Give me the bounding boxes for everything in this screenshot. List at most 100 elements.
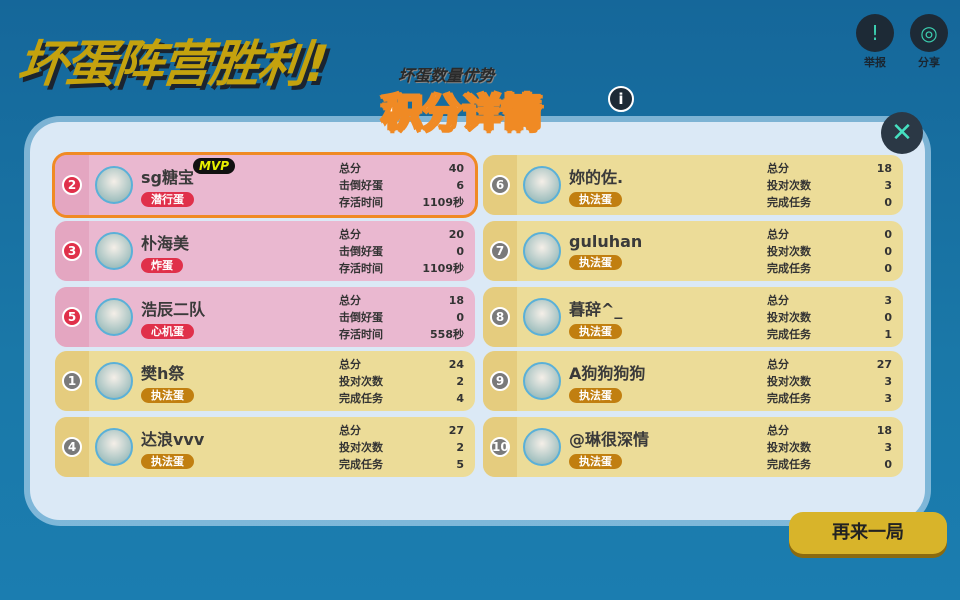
role-badge: 执法蛋	[569, 191, 622, 207]
stat-value: 20	[448, 227, 464, 241]
result-subtitle: 坏蛋数量优势	[398, 66, 495, 85]
avatar[interactable]	[523, 298, 561, 336]
stat-label: 总分	[339, 161, 361, 175]
share-label: 分享	[918, 56, 940, 69]
report-button[interactable]: ! 举报	[855, 14, 895, 70]
avatar[interactable]	[523, 362, 561, 400]
stat-label: 投对次数	[767, 178, 811, 192]
rank-badge: 2	[62, 175, 82, 195]
stats: 总分 18 击倒好蛋 0 存活时间 558秒	[339, 292, 464, 343]
player-row[interactable]: 10 @琳很深情 执法蛋 总分 18 投对次数 3 完成任务 0	[483, 417, 903, 477]
player-name: 朴海美	[141, 233, 190, 253]
mvp-badge: MVP	[193, 157, 236, 174]
stat-value: 3	[884, 293, 892, 307]
avatar[interactable]	[95, 362, 133, 400]
stat-row: 存活时间 1109秒	[339, 260, 464, 277]
stat-value: 0	[884, 457, 892, 471]
avatar[interactable]	[95, 232, 133, 270]
role-badge: 炸蛋	[141, 257, 183, 273]
stat-label: 完成任务	[767, 327, 811, 341]
role-badge: 执法蛋	[141, 453, 194, 469]
stat-row: 总分 18	[767, 422, 892, 439]
stat-row: 总分 27	[339, 422, 464, 439]
stat-value: 3	[884, 178, 892, 192]
result-title: 坏蛋阵营胜利!	[14, 35, 330, 93]
camera-icon: ◎	[910, 14, 948, 52]
stats: 总分 0 投对次数 0 完成任务 0	[767, 226, 892, 277]
stats: 总分 40 击倒好蛋 6 存活时间 1109秒	[339, 160, 464, 211]
avatar[interactable]	[95, 166, 133, 204]
stat-label: 完成任务	[339, 457, 383, 471]
avatar[interactable]	[95, 298, 133, 336]
stat-row: 投对次数 2	[339, 439, 464, 456]
rank-badge: 8	[490, 307, 510, 327]
player-row[interactable]: 1 樊h祭 执法蛋 总分 24 投对次数 2 完成任务 4	[55, 351, 475, 411]
stat-value: 6	[456, 178, 464, 192]
role-badge: 执法蛋	[569, 255, 622, 270]
rank-badge: 3	[62, 241, 82, 261]
stat-label: 总分	[339, 293, 361, 307]
player-row[interactable]: 9 A狗狗狗狗 执法蛋 总分 27 投对次数 3 完成任务 3	[483, 351, 903, 411]
stat-row: 总分 18	[339, 292, 464, 309]
stat-label: 击倒好蛋	[339, 178, 383, 192]
player-row[interactable]: 4 达浪vvv 执法蛋 总分 27 投对次数 2 完成任务 5	[55, 417, 475, 477]
player-row[interactable]: 8 暮辞^_ 执法蛋 总分 3 投对次数 0 完成任务 1	[483, 287, 903, 347]
player-row[interactable]: 5 浩辰二队 心机蛋 总分 18 击倒好蛋 0 存活时间 558秒	[55, 287, 475, 347]
stat-label: 总分	[339, 357, 361, 371]
rank-cell: 7	[483, 221, 517, 281]
play-again-button[interactable]: 再来一局	[789, 512, 947, 554]
info-icon[interactable]: i	[608, 86, 634, 112]
player-name: @琳很深情	[569, 429, 650, 449]
player-name: A狗狗狗狗	[569, 363, 646, 383]
rank-cell: 8	[483, 287, 517, 347]
stat-row: 总分 27	[767, 356, 892, 373]
stats: 总分 3 投对次数 0 完成任务 1	[767, 292, 892, 343]
close-button[interactable]: ✕	[881, 112, 923, 154]
stat-label: 总分	[339, 227, 361, 241]
stat-row: 完成任务 3	[767, 390, 892, 407]
share-button[interactable]: ◎ 分享	[909, 14, 949, 70]
stat-value: 0	[884, 227, 892, 241]
stat-row: 投对次数 0	[767, 309, 892, 326]
close-icon: ✕	[891, 118, 913, 148]
role-badge: 执法蛋	[569, 387, 622, 403]
stat-row: 完成任务 4	[339, 390, 464, 407]
player-row[interactable]: 3 朴海美 炸蛋 总分 20 击倒好蛋 0 存活时间 1109秒	[55, 221, 475, 281]
avatar[interactable]	[523, 232, 561, 270]
avatar[interactable]	[523, 428, 561, 466]
stat-value: 0	[456, 310, 464, 324]
rank-badge: 4	[62, 437, 82, 457]
avatar[interactable]	[95, 428, 133, 466]
stat-row: 投对次数 3	[767, 439, 892, 456]
player-row[interactable]: 2 sg糖宝 MVP 潜行蛋 总分 40 击倒好蛋 6 存活时间 1109秒	[55, 155, 475, 215]
stat-label: 完成任务	[767, 457, 811, 471]
avatar[interactable]	[523, 166, 561, 204]
stats: 总分 18 投对次数 3 完成任务 0	[767, 422, 892, 473]
player-name: 暮辞^_	[569, 299, 623, 319]
rank-cell: 1	[55, 351, 89, 411]
stat-row: 完成任务 1	[767, 326, 892, 343]
player-name: sg糖宝	[141, 167, 194, 187]
player-row[interactable]: 6 妳的佐. 执法蛋 总分 18 投对次数 3 完成任务 0	[483, 155, 903, 215]
stat-value: 24	[448, 357, 464, 371]
player-name: 妳的佐.	[569, 167, 624, 187]
stat-label: 投对次数	[339, 440, 383, 454]
stat-value: 1109秒	[422, 261, 464, 275]
rank-badge: 6	[490, 175, 510, 195]
stats: 总分 18 投对次数 3 完成任务 0	[767, 160, 892, 211]
stat-row: 投对次数 2	[339, 373, 464, 390]
stat-label: 击倒好蛋	[339, 244, 383, 258]
rank-badge: 7	[490, 241, 510, 261]
stat-value: 27	[876, 357, 892, 371]
stat-row: 击倒好蛋 0	[339, 243, 464, 260]
report-label: 举报	[864, 56, 886, 69]
stat-value: 0	[884, 244, 892, 258]
player-name: 樊h祭	[141, 363, 185, 383]
rank-cell: 3	[55, 221, 89, 281]
stat-value: 18	[876, 423, 892, 437]
role-badge: 执法蛋	[569, 323, 622, 339]
stat-row: 投对次数 0	[767, 243, 892, 260]
player-row[interactable]: 7 guluhan 执法蛋 总分 0 投对次数 0 完成任务 0	[483, 221, 903, 281]
role-badge: 心机蛋	[141, 323, 194, 339]
player-name: 达浪vvv	[141, 429, 205, 449]
